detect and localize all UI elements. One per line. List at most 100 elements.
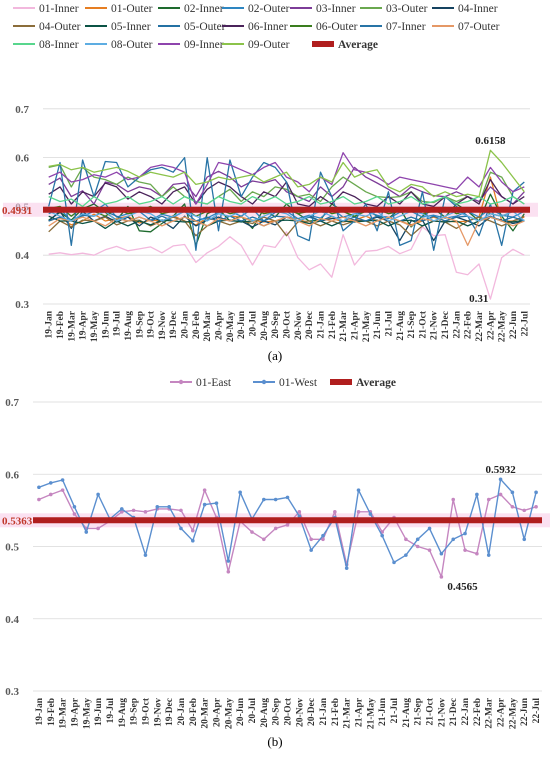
x-tick-label: 19-Aug [124,311,134,341]
x-tick-label: 19-Dec [169,311,179,339]
series-line-08-outer [48,210,525,222]
series-line-07-outer [48,216,525,247]
x-tick-label: 22-Mar [485,697,495,728]
legend-label: Average [356,377,396,389]
y-tick-label: 0.7 [15,104,29,116]
x-tick-label: 20-Apr [212,697,222,727]
series-line-01-east [38,489,537,578]
data-point [226,569,231,574]
data-point [356,488,361,492]
data-point [119,510,124,514]
data-point [214,501,219,505]
legend-label: 07-Outer [458,21,500,33]
x-tick-label: 21-Apr [355,697,365,727]
x-tick-label: 21-Dec [441,311,451,339]
data-point [191,528,195,533]
legend-label: 04-Inner [458,3,498,15]
x-tick-label: 19-Jul [113,311,123,337]
x-tick-label: 20-Jun [237,310,247,339]
x-tick-label: 19-Nov [158,311,168,340]
x-tick-label: 21-Jul [390,698,400,724]
data-point [273,526,278,531]
series-line-01-inner [48,226,525,300]
data-point [415,544,420,549]
data-point [48,492,53,497]
x-tick-label: 20-Jul [249,311,259,337]
x-tick-label: 21-Nov [430,311,440,340]
x-tick-label: 21-Jun [378,697,388,726]
data-point [510,504,515,509]
data-point [498,477,503,482]
x-tick-label: 19-Feb [56,311,66,339]
y-tick-label: 0.4 [5,614,19,626]
series-line-09-inner [48,152,525,205]
x-tick-label: 20-Nov [295,698,305,727]
x-tick-label: 19-Jun [94,697,104,726]
data-point [344,566,349,570]
data-point [463,531,467,536]
x-tick-label: 20-Jul [248,698,258,724]
data-point [463,548,467,552]
data-point [415,537,420,542]
x-tick-label: 21-Aug [396,311,406,341]
x-tick-label: 21-Oct [426,697,436,725]
legend-label: 06-Outer [316,21,358,33]
x-tick-label: 19-May [82,698,92,729]
data-point [238,490,242,495]
y-tick-label: 0.6 [5,469,19,481]
data-point [498,492,503,497]
x-tick-label: 21-Apr [350,310,360,340]
data-point [309,548,313,552]
x-tick-label: 21-Sep [407,311,417,338]
data-point [202,488,207,492]
x-tick-label: 20-May [226,311,236,342]
data-point [143,553,148,557]
x-tick-label: 21-May [362,311,372,342]
x-tick-label: 19-Apr [79,310,89,340]
x-tick-label: 22-May [508,698,518,729]
data-point [167,504,171,509]
x-tick-label: 20-Oct [284,697,294,725]
data-point [439,575,444,579]
x-tick-label: 20-Feb [192,311,202,339]
data-point [84,530,89,534]
data-point [486,553,491,557]
x-tick-label: 19-Feb [47,698,57,726]
x-tick-label: 22-Apr [486,310,496,340]
x-tick-label: 20-Feb [189,698,199,726]
x-tick-label: 20-Jan [177,697,187,725]
x-tick-label: 21-Jun [373,310,383,339]
data-point [131,508,136,513]
x-tick-label: 20-Sep [272,698,282,725]
x-tick-label: 19-Dec [165,698,175,726]
data-point [451,497,456,502]
data-point [226,559,231,563]
panel-label: (b) [267,734,282,749]
x-tick-label: 22-Jun [509,310,519,339]
data-point [333,510,337,514]
data-point [534,504,538,509]
legend-label: 02-Inner [184,3,224,15]
y-tick-label: 0.7 [5,397,19,409]
x-tick-label: 22-May [498,311,508,342]
legend-label: 05-Inner [111,21,151,33]
legend-label: 09-Outer [248,39,290,51]
legend-label: 08-Outer [111,39,153,51]
data-point [475,551,479,556]
x-tick-label: 20-Mar [203,310,213,341]
x-tick-label: 19-Sep [130,698,140,725]
data-point [96,526,100,531]
x-tick-label: 20-Aug [260,698,270,728]
data-point [72,512,77,516]
annotation-label: 0.4565 [447,581,478,593]
x-tick-label: 22-Mar [475,310,485,341]
data-point [380,533,384,538]
data-point [404,553,408,557]
data-point [262,537,266,542]
data-point [321,533,325,538]
average-value-label: 0.4931 [2,205,32,217]
data-point [179,526,183,531]
data-point [119,507,124,511]
data-point [143,510,148,514]
